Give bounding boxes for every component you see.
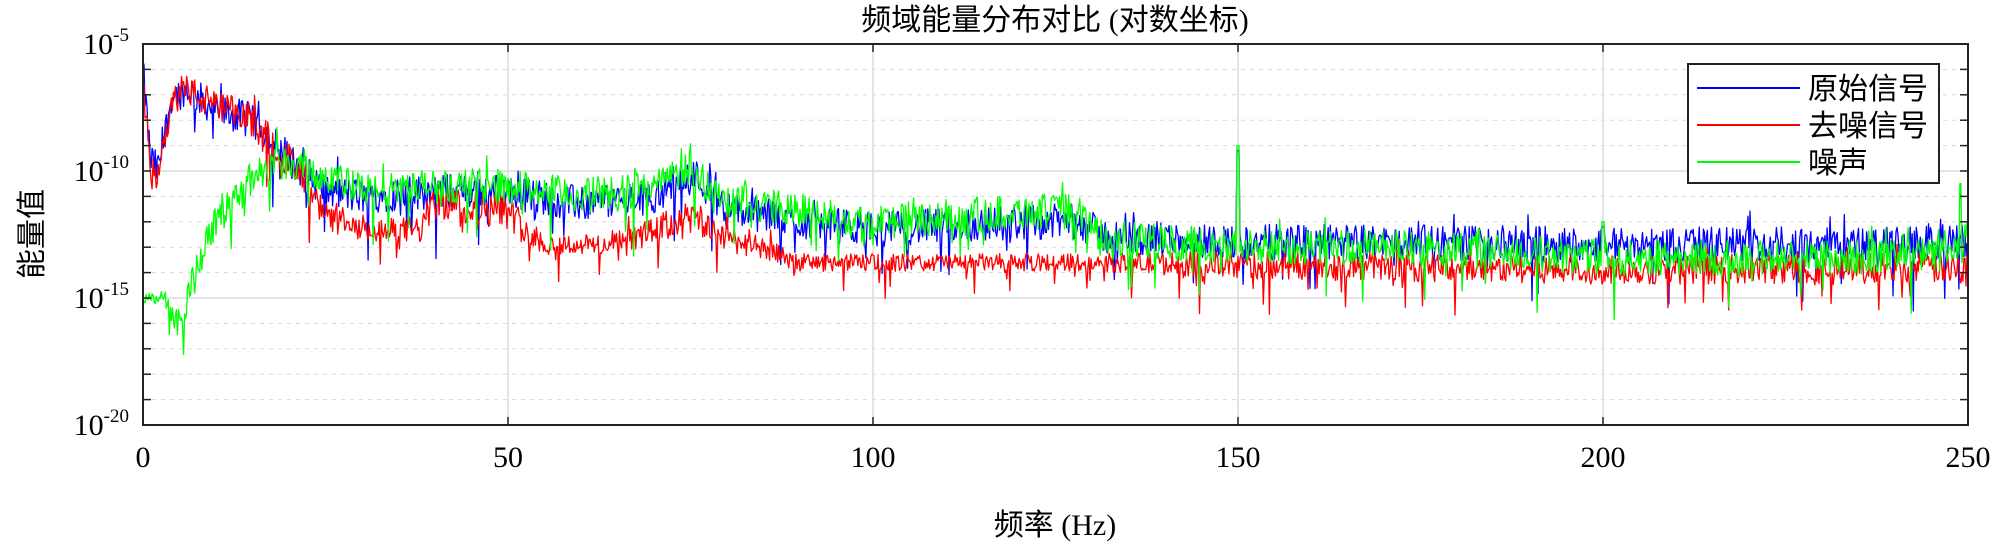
legend-label-3: 噪声 [1808, 147, 1868, 180]
y-tick-label: 10-15 [74, 279, 129, 315]
axes-box [142, 43, 1969, 426]
x-tick-label: 50 [493, 441, 523, 474]
y-tick-label: 10-10 [74, 152, 129, 188]
x-tick-label: 150 [1216, 441, 1261, 474]
y-axis-label: 能量值 [16, 189, 49, 279]
legend-box [1687, 63, 1940, 184]
plot-area [142, 63, 1969, 356]
x-axis-label: 频率 (Hz) [994, 509, 1116, 542]
legend-label-1: 原始信号 [1808, 73, 1928, 106]
legend-label-2: 去噪信号 [1808, 110, 1928, 143]
x-tick-label: 200 [1581, 441, 1626, 474]
x-tick-label: 250 [1946, 441, 1991, 474]
x-tick-label: 100 [851, 441, 896, 474]
x-tick-labels: 0 50 100 150 200 250 [136, 441, 1991, 474]
chart-title: 频域能量分布对比 (对数坐标) [861, 4, 1248, 37]
series-line-2 [142, 75, 1969, 316]
y-tick-label: 10-20 [74, 406, 129, 442]
y-tick-labels: 10-5 10-10 10-15 10-20 [74, 25, 129, 442]
axis-ticks [142, 44, 1969, 425]
y-tick-label: 10-5 [83, 25, 129, 61]
x-tick-label: 0 [136, 441, 151, 474]
series-line-3 [143, 126, 1968, 356]
